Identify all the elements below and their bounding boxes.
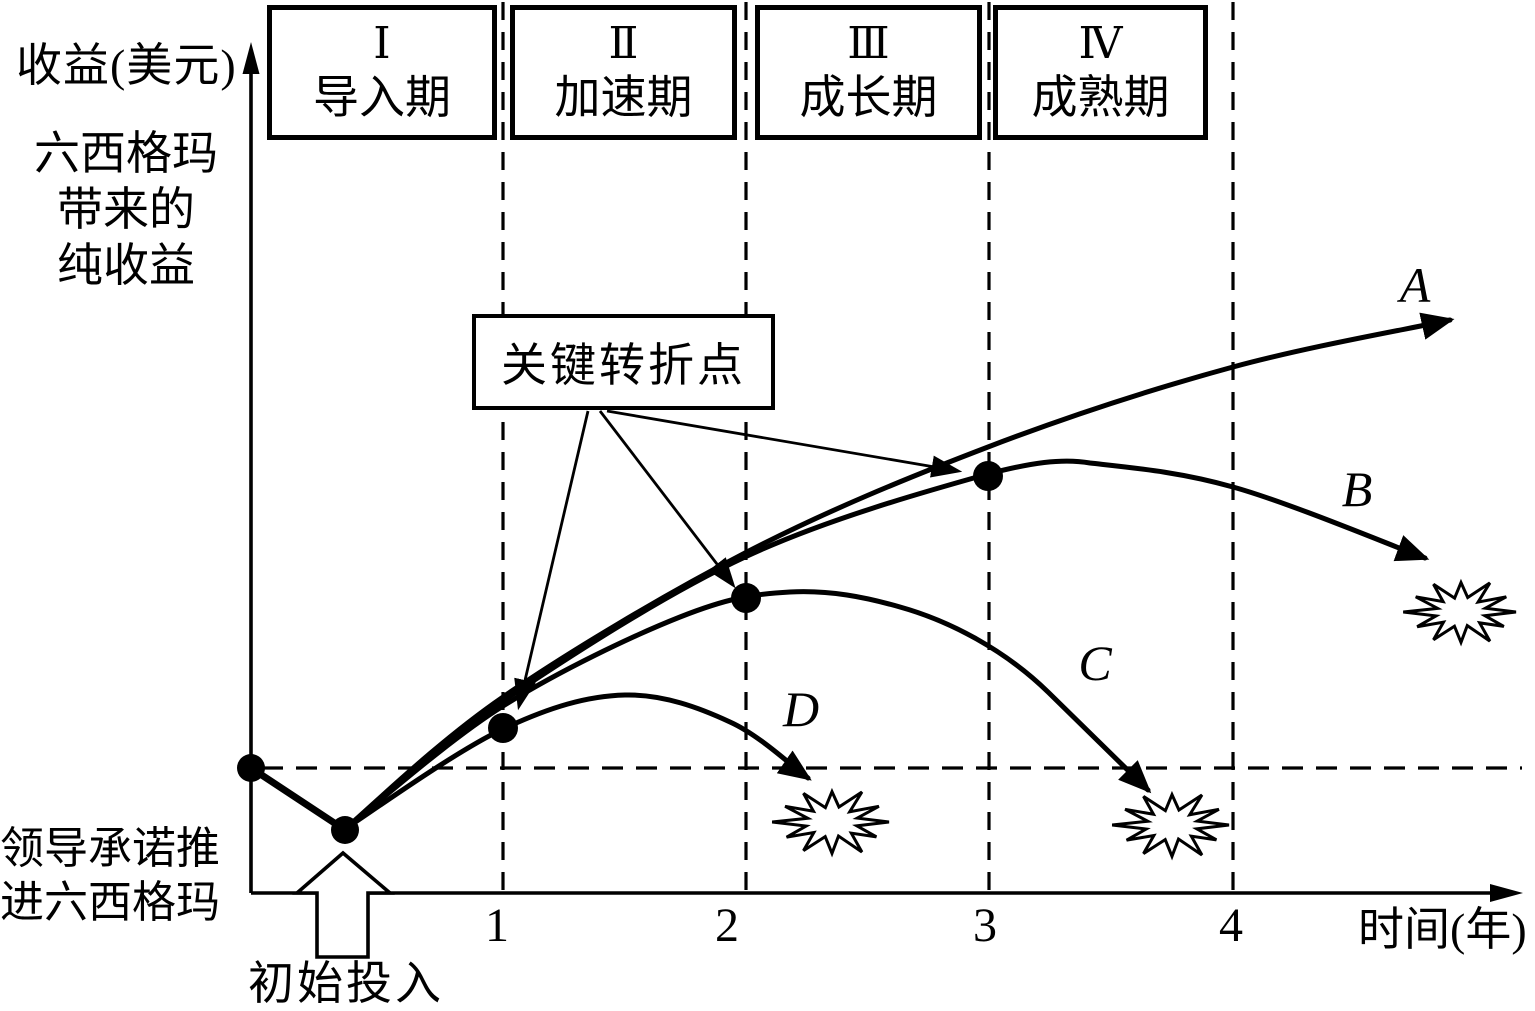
dip-dot (331, 816, 359, 844)
initial-investment-label: 初始投入 (248, 958, 444, 1009)
curve-d-label: D (782, 681, 820, 737)
initial-investment-arrow (292, 850, 395, 959)
leader-note-line-2: 进六西格玛 (0, 878, 220, 927)
key-turning-point-label: 关键转折点 (501, 340, 746, 391)
phase-3-numeral: Ⅲ (847, 18, 890, 68)
phase-3-name: 成长期 (799, 71, 938, 123)
turning-point-dots (237, 461, 1003, 844)
phase-1-name: 导入期 (313, 71, 451, 123)
key-turning-point-box: 关键转折点 (472, 314, 775, 410)
leader-commitment-note: 领导承诺推 进六西格玛 (0, 822, 238, 930)
phase-box-1: Ⅰ 导入期 (267, 5, 497, 140)
curve-d (342, 692, 812, 832)
failure-burst-d (772, 792, 889, 854)
curve-b (342, 458, 1430, 832)
y-axis-note-line-3: 纯收益 (57, 240, 195, 291)
leader-note-line-1: 领导承诺推 (0, 824, 220, 873)
pointer-to-turning-point-2 (598, 410, 736, 589)
phase-2-numeral: Ⅱ (608, 18, 639, 68)
pointer-to-turning-point-3 (606, 409, 963, 478)
curve-c (342, 589, 1152, 832)
curve-b-label: B (1341, 461, 1373, 517)
phase-4-name: 成熟期 (1031, 71, 1170, 123)
curve-a-label: A (1399, 257, 1431, 313)
turning-point-dot-1 (488, 713, 518, 743)
y-axis-arrowhead-icon (242, 42, 260, 74)
phase-box-2: Ⅱ 加速期 (510, 5, 737, 140)
phase-box-4: Ⅳ 成熟期 (993, 5, 1208, 140)
start-dot (237, 754, 265, 782)
x-axis-arrowhead-icon (1490, 884, 1523, 902)
turning-point-pointers (514, 409, 963, 711)
dashed-gridlines (262, 2, 1522, 891)
x-tick-2: 2 (715, 899, 739, 952)
turning-point-dot-3 (973, 461, 1003, 491)
phase-2-name: 加速期 (554, 71, 693, 123)
phase-4-numeral: Ⅳ (1078, 18, 1123, 68)
phase-1-numeral: Ⅰ (373, 18, 391, 68)
x-tick-4: 4 (1219, 899, 1243, 952)
y-axis-note: 六西格玛 带来的 纯收益 (18, 126, 234, 294)
curve-a (342, 312, 1455, 832)
failure-burst-c (1112, 795, 1229, 857)
y-axis-note-line-1: 六西格玛 (34, 128, 218, 179)
failure-burst-b (1403, 583, 1516, 643)
benefit-curves (247, 312, 1455, 834)
initial-dip-segment (247, 764, 349, 834)
pointer-to-turning-point-1 (514, 410, 590, 711)
x-tick-3: 3 (973, 899, 997, 952)
y-axis-label: 收益(美元) (16, 40, 237, 91)
x-tick-1: 1 (485, 899, 509, 952)
curve-c-label: C (1078, 635, 1112, 691)
phase-box-3: Ⅲ 成长期 (755, 5, 982, 140)
x-axis-label: 时间(年) (1358, 904, 1527, 955)
y-axis-note-line-2: 带来的 (57, 184, 195, 235)
turning-point-dot-2 (731, 583, 761, 613)
